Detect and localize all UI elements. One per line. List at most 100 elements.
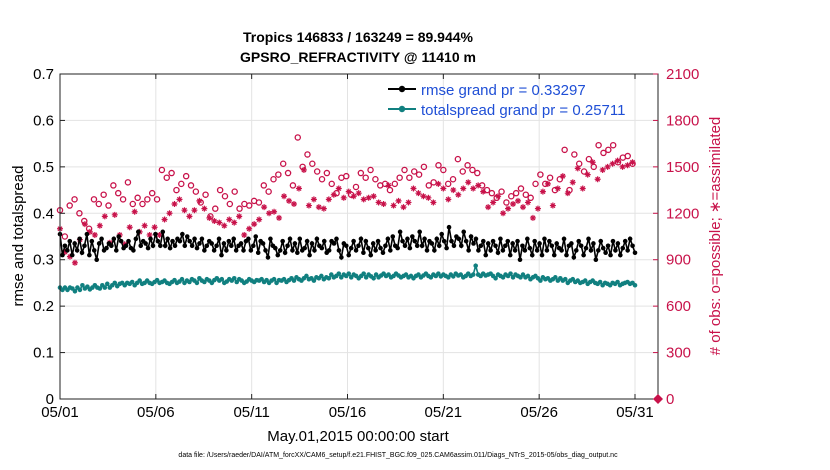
totalspread-point: [538, 278, 543, 283]
rmse-point: [564, 252, 569, 258]
obs-possible-point: [105, 202, 112, 209]
obs-assimilated-point: [295, 185, 302, 192]
obs-possible-point: [498, 188, 505, 195]
obs-assimilated-point: [569, 179, 576, 186]
totalspread-point: [582, 278, 588, 283]
rmse-point: [622, 238, 628, 244]
rmse-point: [123, 243, 129, 249]
obs-possible-point: [279, 160, 287, 168]
rmse-point: [202, 248, 207, 253]
rmse-point: [148, 236, 153, 242]
rmse-point: [478, 243, 484, 249]
obs-assimilated-point: [86, 228, 93, 235]
obs-possible-point: [580, 168, 588, 175]
totalspread-point: [493, 275, 498, 281]
obs-assimilated-point: [559, 173, 566, 180]
rmse-point: [598, 238, 604, 244]
obs-possible-point: [100, 191, 107, 198]
rmse-point: [231, 236, 237, 242]
rmse-point: [326, 248, 332, 253]
x-tick-label: 05/06: [137, 404, 175, 421]
rmse-point: [346, 252, 352, 258]
rmse-point: [60, 252, 65, 258]
obs-possible-point: [173, 186, 180, 194]
rmse-point: [417, 229, 422, 235]
obs-possible-point: [182, 172, 190, 180]
rmse-point: [314, 236, 320, 242]
rmse-point: [104, 245, 109, 251]
rmse-point: [529, 252, 535, 258]
totalspread-point: [304, 273, 309, 279]
rmse-point: [302, 245, 307, 251]
rmse-point: [180, 231, 185, 237]
obs-assimilated-point: [221, 222, 228, 229]
rmse-point: [561, 236, 567, 242]
y-tick-label-left: 0.5: [33, 159, 54, 176]
obs-assimilated-point: [320, 205, 327, 212]
rmse-point: [551, 252, 557, 258]
rmse-point: [275, 252, 281, 258]
rmse-point: [591, 241, 596, 246]
rmse-point: [221, 241, 227, 246]
obs-possible-point: [609, 141, 617, 149]
obs-possible-point: [527, 194, 534, 202]
obs-assimilated-point: [206, 214, 213, 221]
rmse-point: [505, 238, 511, 244]
rmse-point: [145, 245, 151, 251]
rmse-point: [309, 241, 315, 246]
y-tick-label-right: 2100: [666, 66, 699, 83]
plot-frame-border: [59, 73, 659, 400]
obs-assimilated-point: [584, 171, 591, 178]
rmse-point: [525, 236, 530, 242]
rmse-point: [370, 241, 376, 246]
obs-possible-point: [139, 200, 146, 208]
rmse-point: [485, 241, 491, 246]
y-tick-label-right: 1200: [666, 205, 699, 222]
obs-possible-point: [129, 200, 137, 208]
rmse-point: [573, 248, 579, 253]
obs-assimilated-point: [510, 201, 517, 207]
obs-assimilated-point: [470, 185, 477, 192]
obs-assimilated-point: [286, 197, 293, 204]
totalspread-point: [231, 275, 237, 281]
obs-possible-point: [372, 175, 379, 183]
rmse-point: [498, 236, 503, 242]
rmse-point: [578, 243, 584, 249]
rmse-point: [334, 236, 339, 242]
obs-assimilated-point: [360, 196, 367, 203]
rmse-point: [410, 234, 415, 239]
obs-possible-point: [464, 162, 471, 169]
obs-possible-point: [61, 233, 69, 240]
obs-possible-point: [522, 191, 530, 198]
obs-possible-point: [352, 183, 360, 191]
rmse-point: [113, 248, 119, 253]
obs-possible-point: [512, 189, 520, 197]
y-tick-label-right: 900: [666, 252, 691, 269]
rmse-point: [383, 243, 388, 249]
rmse-point: [388, 248, 393, 253]
rmse-point: [583, 245, 589, 251]
footer-data-file: data file: /Users/raeder/DAI/ATM_forcXX/…: [178, 452, 618, 459]
obs-assimilated-point: [425, 194, 432, 201]
obs-assimilated-point: [534, 205, 541, 212]
x-tick-label: 05/01: [41, 404, 79, 421]
obs-possible-point: [260, 182, 268, 189]
rmse-point: [268, 236, 273, 242]
obs-possible-point: [415, 171, 423, 178]
rmse-point: [605, 243, 611, 249]
totalspread-point: [72, 288, 78, 294]
rmse-point: [150, 243, 156, 249]
obs-assimilated-point: [266, 210, 273, 217]
rmse-point: [500, 248, 506, 253]
rmse-point: [216, 236, 222, 242]
obs-assimilated-point: [599, 166, 606, 173]
rmse-point: [397, 229, 403, 235]
rmse-point: [79, 250, 85, 256]
totalspread-point: [346, 271, 352, 276]
legend: rmse grand pr = 0.33297 totalspread gran…: [388, 82, 625, 119]
rmse-point: [402, 243, 408, 249]
rmse-point: [451, 243, 457, 249]
obs-assimilated-point: [609, 160, 616, 167]
rmse-point: [287, 236, 293, 242]
y-tick-label-right: 1800: [666, 112, 699, 129]
